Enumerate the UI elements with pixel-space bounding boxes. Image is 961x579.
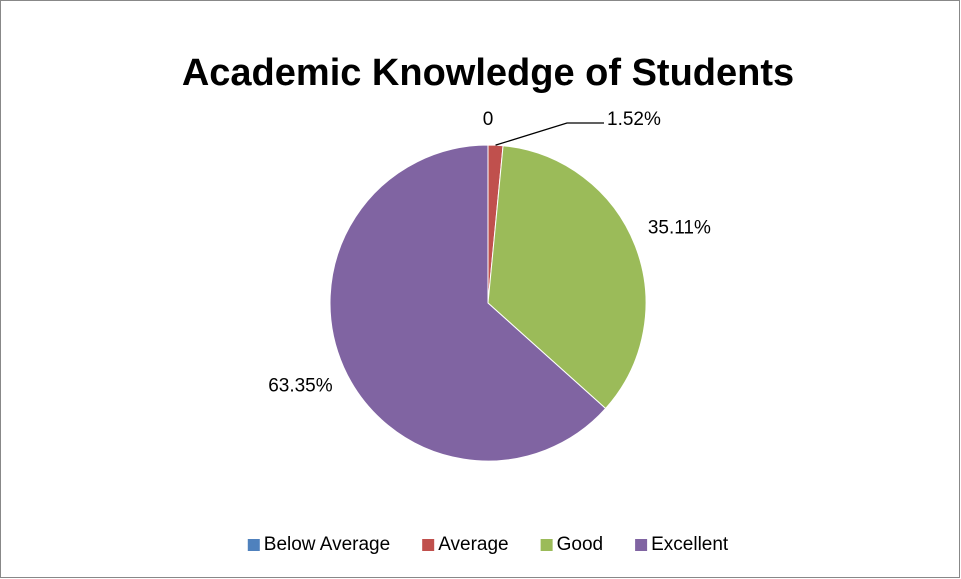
legend-label: Excellent <box>651 534 729 555</box>
leader-line <box>495 122 604 146</box>
legend-swatch <box>247 539 260 551</box>
legend-swatch <box>422 539 435 551</box>
data-label: 35.11% <box>648 217 711 238</box>
data-label: 1.52% <box>607 109 661 130</box>
legend-swatch <box>635 539 648 551</box>
pie-slice <box>329 144 607 462</box>
chart-title: Academic Knowledge of Students <box>182 52 794 94</box>
legend-label: Below Average <box>264 534 390 555</box>
legend-swatch <box>540 539 553 551</box>
pie-slice <box>487 145 647 410</box>
data-label: 63.35% <box>268 376 333 397</box>
legend-label: Average <box>438 534 508 555</box>
data-label: 0 <box>483 109 494 130</box>
legend-label: Good <box>557 534 603 555</box>
